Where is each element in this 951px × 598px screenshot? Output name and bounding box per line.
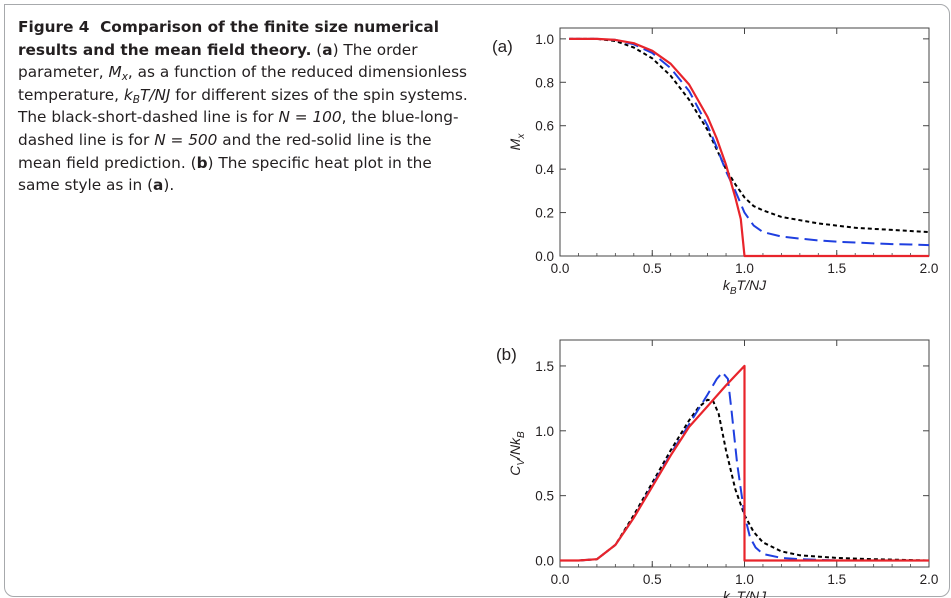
caption-text-b: The specific heat plot in the same style… bbox=[18, 153, 432, 195]
x-tick-label: 1.0 bbox=[735, 261, 754, 276]
y-tick-label: 0.0 bbox=[535, 554, 554, 569]
symbol-sub-B: B bbox=[132, 93, 140, 106]
y-tick-label: 0.5 bbox=[535, 489, 554, 504]
caption-text-a3: for different sizes of the spin systems.… bbox=[18, 85, 468, 127]
figure-title: Comparison of the finite size numerical … bbox=[18, 18, 439, 59]
x-axis-label: kBT/NJ bbox=[723, 277, 767, 297]
y-tick-label: 1.0 bbox=[535, 424, 554, 439]
figure-frame bbox=[4, 4, 950, 597]
symbol-M: M bbox=[108, 63, 122, 82]
x-axis-label: kBT/NJ bbox=[723, 588, 767, 598]
y-tick-label: 1.5 bbox=[535, 359, 554, 374]
x-tick-label: 0.0 bbox=[551, 572, 570, 587]
x-tick-label: 1.5 bbox=[827, 572, 846, 587]
y-tick-label: 1.0 bbox=[535, 32, 554, 47]
y-tick-label: 0.4 bbox=[535, 162, 554, 177]
caption-text-a5: and the red-solid line is the mean field… bbox=[18, 130, 432, 172]
series-line-blue-long-dashed bbox=[569, 37, 930, 247]
panel-label: (b) bbox=[496, 345, 517, 364]
part-a-label: a bbox=[322, 40, 333, 59]
caption-text-a1: The order parameter, bbox=[18, 40, 418, 82]
part-b-label: b bbox=[196, 153, 208, 172]
series-line-red-solid bbox=[560, 364, 929, 562]
x-tick-label: 1.5 bbox=[827, 261, 846, 276]
x-tick-label: 0.5 bbox=[643, 261, 662, 276]
y-tick-label: 0.2 bbox=[535, 206, 554, 221]
series-line-red-solid bbox=[569, 37, 929, 258]
symbol-k: k bbox=[123, 85, 133, 104]
figure-caption: Figure 4 Comparison of the finite size n… bbox=[18, 18, 468, 195]
y-tick-label: 0.8 bbox=[535, 75, 554, 90]
caption-text-a2: , as a function of the reduced dimension… bbox=[18, 63, 468, 104]
x-tick-label: 0.5 bbox=[643, 572, 662, 587]
symbol-sub-x: x bbox=[121, 71, 128, 84]
x-tick-label: 2.0 bbox=[920, 572, 939, 587]
chart-panel-b: 0.0 0.5 1.0 1.5 2.0 0.0 0.5 1.0 1.5 (b) kBT/NJ CV/N… bbox=[496, 339, 939, 598]
y-tick-label: 0.0 bbox=[535, 249, 554, 264]
caption-text-a4: , the blue-long-dashed line is for bbox=[18, 108, 459, 149]
caption-text-b-end: ). bbox=[163, 176, 175, 195]
caption-ref-a: a bbox=[153, 176, 164, 195]
y-axis-label: CV/NkB bbox=[507, 431, 527, 476]
y-axis-label: Mx bbox=[507, 133, 527, 151]
chart-panel-a: 0.0 0.5 1.0 1.5 2.0 0.0 0.2 0.4 0.6 0.8 1.0 (a) kBT/… bbox=[492, 27, 939, 297]
x-tick-label: 1.0 bbox=[735, 572, 754, 587]
plot-frame bbox=[559, 27, 930, 257]
panel-label: (a) bbox=[492, 37, 513, 56]
symbol-T-NJ: T/NJ bbox=[139, 85, 171, 104]
x-tick-label: 2.0 bbox=[920, 261, 939, 276]
n-500-expr: N = 500 bbox=[154, 130, 218, 149]
figure-number: Figure 4 bbox=[18, 18, 90, 36]
n-100-expr: N = 100 bbox=[278, 108, 342, 127]
y-tick-label: 0.6 bbox=[535, 119, 554, 134]
x-tick-label: 0.0 bbox=[551, 261, 570, 276]
series-line-black-short-dashed bbox=[569, 37, 930, 234]
